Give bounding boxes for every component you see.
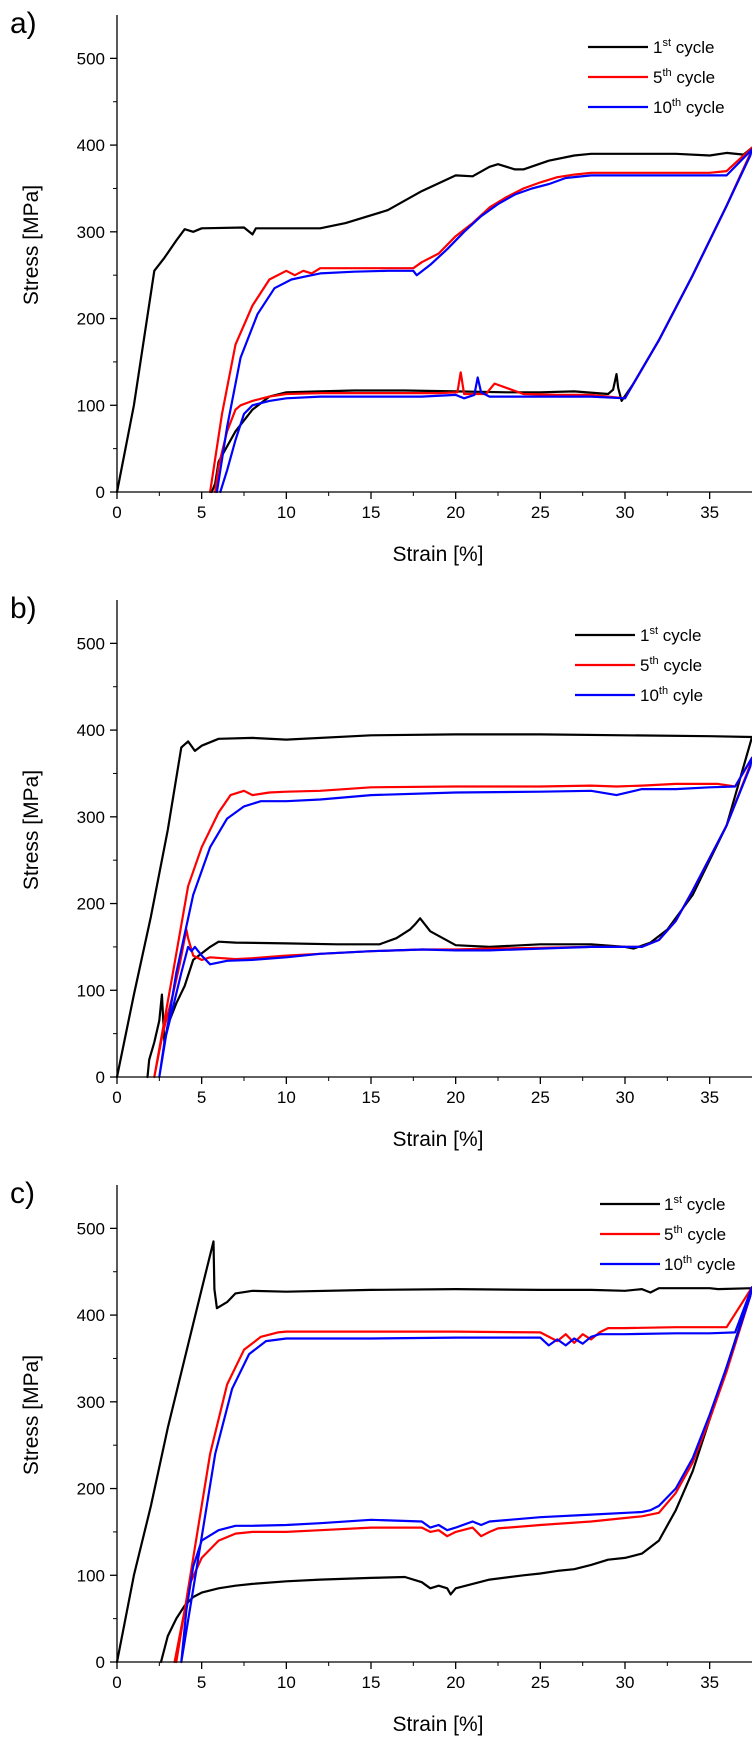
panel-a-legend-entry-3: 10th cycle [588,97,725,117]
panel-b-x-tick-label: 35 [700,1088,719,1107]
panel-a-legend: 1st cycle 5th cycle 10th cycle [588,37,725,117]
panel-c-x-tick-label: 0 [112,1673,121,1692]
panel-b-y-tick-label: 300 [77,808,105,827]
panel-c-legend-label-3: 10th cycle [664,1254,736,1274]
panel-c-y-tick-label: 400 [77,1306,105,1325]
panel-b-label: b) [10,592,37,625]
panel-b-y-tick-label: 500 [77,634,105,653]
panel-b-y-tick-label: 200 [77,895,105,914]
panel-c-legend-entry-3: 10th cycle [600,1254,736,1274]
panel-b-legend-entry-2: 5th cycle [575,655,702,675]
panel-a-x-tick-label: 30 [616,503,635,522]
panel-a-y-tick-label: 300 [77,223,105,242]
panel-a-label: a) [10,7,37,40]
panel-a-x-tick-label: 20 [446,503,465,522]
panel-b-plot-area: 0 5 10 15 20 25 30 35 0 100 200 300 400 500 [77,600,752,1107]
panel-b-legend-entry-3: 10th cyle [575,685,703,705]
panel-a-series-2-line [209,146,752,494]
panel-c-series-3-line [180,1286,752,1664]
panel-c-y-tick-label: 0 [96,1653,105,1672]
panel-b-legend-entry-1: 1st cycle [575,625,702,645]
panel-c-x-tick-label: 20 [446,1673,465,1692]
panel-a-legend-label-3: 10th cycle [653,97,725,117]
panel-b-x-tick-label: 5 [197,1088,206,1107]
panel-c-x-tick-label: 10 [277,1673,296,1692]
panel-b-legend-label-2: 5th cycle [640,655,702,675]
panel-a-y-tick-label: 500 [77,49,105,68]
panel-a-series-group [115,146,752,494]
panel-a-legend-entry-1: 1st cycle [588,37,715,57]
panel-c-plot-area: 0 5 10 15 20 25 30 35 0 100 200 300 400 500 [77,1185,752,1692]
panel-b-x-tick-label: 30 [616,1088,635,1107]
panel-b-y-tick-label: 100 [77,981,105,1000]
panel-b-y-tick-label: 400 [77,721,105,740]
panel-b-x-tick-label: 10 [277,1088,296,1107]
panel-c-y-tick-label: 300 [77,1393,105,1412]
panel-b-x-axis-label: Strain [%] [392,1128,483,1151]
panel-b-x-tick-label: 15 [362,1088,381,1107]
panel-b-legend-label-3: 10th cyle [640,685,703,705]
panel-a-y-tick-label: 0 [96,483,105,502]
panel-b-series-3-line [158,756,752,1079]
panel-c-y-tick-label: 200 [77,1480,105,1499]
panel-a-x-tick-label: 10 [277,503,296,522]
panel-c-legend-label-2: 5th cycle [664,1224,726,1244]
panel-b-y-tick-label: 0 [96,1068,105,1087]
panel-a-y-axis-label: Stress [MPa] [20,185,43,305]
panel-a-legend-label-1: 1st cycle [653,37,715,57]
panel-c-series-2-line [173,1286,752,1664]
panel-c: c) Stress [MPa] Strain [%] 0 5 10 15 20 25 30 3… [10,1177,752,1736]
panel-c-label: c) [10,1177,35,1210]
panel-c-series-1-line [115,1240,752,1664]
panel-c-y-tick-label: 500 [77,1219,105,1238]
panel-c-legend-entry-2: 5th cycle [600,1224,726,1244]
panel-c-x-axis-label: Strain [%] [392,1713,483,1736]
panel-a-y-tick-label: 200 [77,310,105,329]
panel-b-x-tick-label: 0 [112,1088,121,1107]
panel-a-legend-label-2: 5th cycle [653,67,715,87]
panel-c-x-tick-label: 25 [531,1673,550,1692]
panel-a-x-tick-label: 15 [362,503,381,522]
panel-c-legend-entry-1: 1st cycle [600,1194,726,1214]
panel-c-legend-label-1: 1st cycle [664,1194,726,1214]
panel-c-x-tick-label: 15 [362,1673,381,1692]
panel-b-legend: 1st cycle 5th cycle 10th cyle [575,625,703,705]
panel-c-x-tick-label: 5 [197,1673,206,1692]
panel-b: b) Stress [MPa] Strain [%] 0 5 10 15 20 25 30 3… [10,592,752,1151]
panel-c-y-tick-label: 100 [77,1566,105,1585]
panel-a-x-tick-label: 5 [197,503,206,522]
panel-b-x-tick-label: 20 [446,1088,465,1107]
panel-a-y-tick-label: 400 [77,136,105,155]
panel-c-x-tick-label: 30 [616,1673,635,1692]
panel-c-legend: 1st cycle 5th cycle 10th cycle [600,1194,736,1274]
panel-b-y-axis-label: Stress [MPa] [20,770,43,890]
panel-b-series-group [115,733,752,1079]
panel-b-x-tick-label: 25 [531,1088,550,1107]
panel-a-x-tick-label: 0 [112,503,121,522]
panel-a-y-tick-label: 100 [77,396,105,415]
panel-b-legend-label-1: 1st cycle [640,625,702,645]
panel-a-x-axis-label: Strain [%] [392,543,483,566]
panel-a-plot-area: 0 5 10 15 20 25 30 35 0 100 200 300 400 500 [77,15,752,522]
panel-a-legend-entry-2: 5th cycle [588,67,715,87]
panel-a: a) Stress [MPa] Strain [%] 0 5 10 15 20 25 30 3… [10,7,752,566]
panel-a-x-tick-label: 35 [700,503,719,522]
panel-a-series-3-line [215,148,752,494]
panel-c-series-group [115,1240,752,1664]
panel-a-series-1-line [115,146,752,494]
panel-c-x-tick-label: 35 [700,1673,719,1692]
panel-c-y-axis-label: Stress [MPa] [20,1355,43,1475]
panel-b-series-1-line [115,733,752,1079]
panel-a-x-tick-label: 25 [531,503,550,522]
